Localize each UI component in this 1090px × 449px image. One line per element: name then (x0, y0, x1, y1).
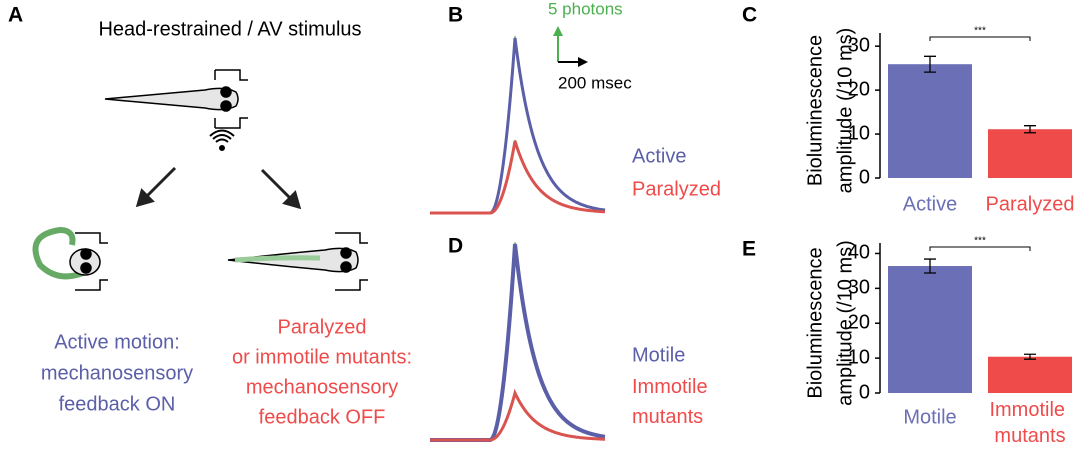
y-axis-label: Bioluminescence (804, 247, 826, 398)
panel-label: C (742, 4, 757, 27)
sound-icon (209, 129, 235, 151)
panel-label: B (448, 4, 463, 27)
panel-label: D (448, 235, 463, 258)
legend-label: Active (632, 145, 686, 167)
error-bar (1024, 353, 1036, 360)
arrows (135, 166, 302, 210)
y-tick-label: 40 (848, 242, 870, 264)
y-tick-label: 10 (848, 122, 870, 144)
trace (430, 140, 606, 215)
y-tick-label: 0 (859, 166, 870, 188)
bar (888, 64, 972, 178)
y-axis-label: amplitude (/10 ms) (834, 240, 856, 406)
x-tick-label: Active (903, 193, 957, 215)
caption: Active motion: (54, 331, 180, 353)
trace (430, 388, 605, 442)
caption: feedback ON (59, 393, 176, 415)
y-tick-label: 0 (859, 381, 870, 403)
panel-label: E (742, 238, 756, 261)
bar (988, 356, 1072, 393)
significance-label: *** (974, 26, 986, 37)
y-axis-label: Bioluminescence (804, 35, 826, 186)
legend-label: Immotile mutants (632, 376, 713, 428)
trace (430, 243, 606, 442)
error-bar (1024, 125, 1036, 134)
bar (888, 266, 972, 393)
legend-label: Paralyzed (632, 178, 721, 200)
error-bar (924, 55, 936, 73)
caption: mechanosensory (41, 362, 193, 384)
y-tick-label: 30 (848, 277, 870, 299)
y-tick-label: 20 (848, 312, 870, 334)
error-bar (924, 258, 936, 274)
caption: or immotile mutants: (232, 346, 412, 368)
bar (988, 129, 1072, 178)
caption: Paralyzed (278, 316, 367, 338)
panel-title: Head-restrained / AV stimulus (98, 18, 361, 40)
significance-bracket (929, 36, 1031, 41)
y-tick-label: 20 (848, 78, 870, 100)
y-tick-label: 30 (848, 34, 870, 56)
significance-label: *** (974, 236, 986, 247)
scale-label: 5 photons (548, 0, 623, 18)
scale-bar (553, 26, 588, 67)
y-axis-label: amplitude (/10 ms) (834, 28, 856, 194)
caption: mechanosensory (246, 376, 398, 398)
caption: feedback OFF (259, 406, 386, 428)
x-tick-label: Motile (903, 406, 956, 428)
scale-label: 200 msec (558, 73, 632, 92)
fish-active (32, 226, 108, 291)
y-tick-label: 10 (848, 346, 870, 368)
significance-bracket (929, 246, 1031, 251)
x-tick-label: Immotile mutants (989, 399, 1070, 447)
x-tick-label: Paralyzed (986, 193, 1075, 215)
fish-top (104, 69, 248, 129)
legend-label: Motile (632, 344, 685, 366)
fish-paralyzed (227, 232, 368, 291)
panel-label: A (8, 4, 23, 27)
